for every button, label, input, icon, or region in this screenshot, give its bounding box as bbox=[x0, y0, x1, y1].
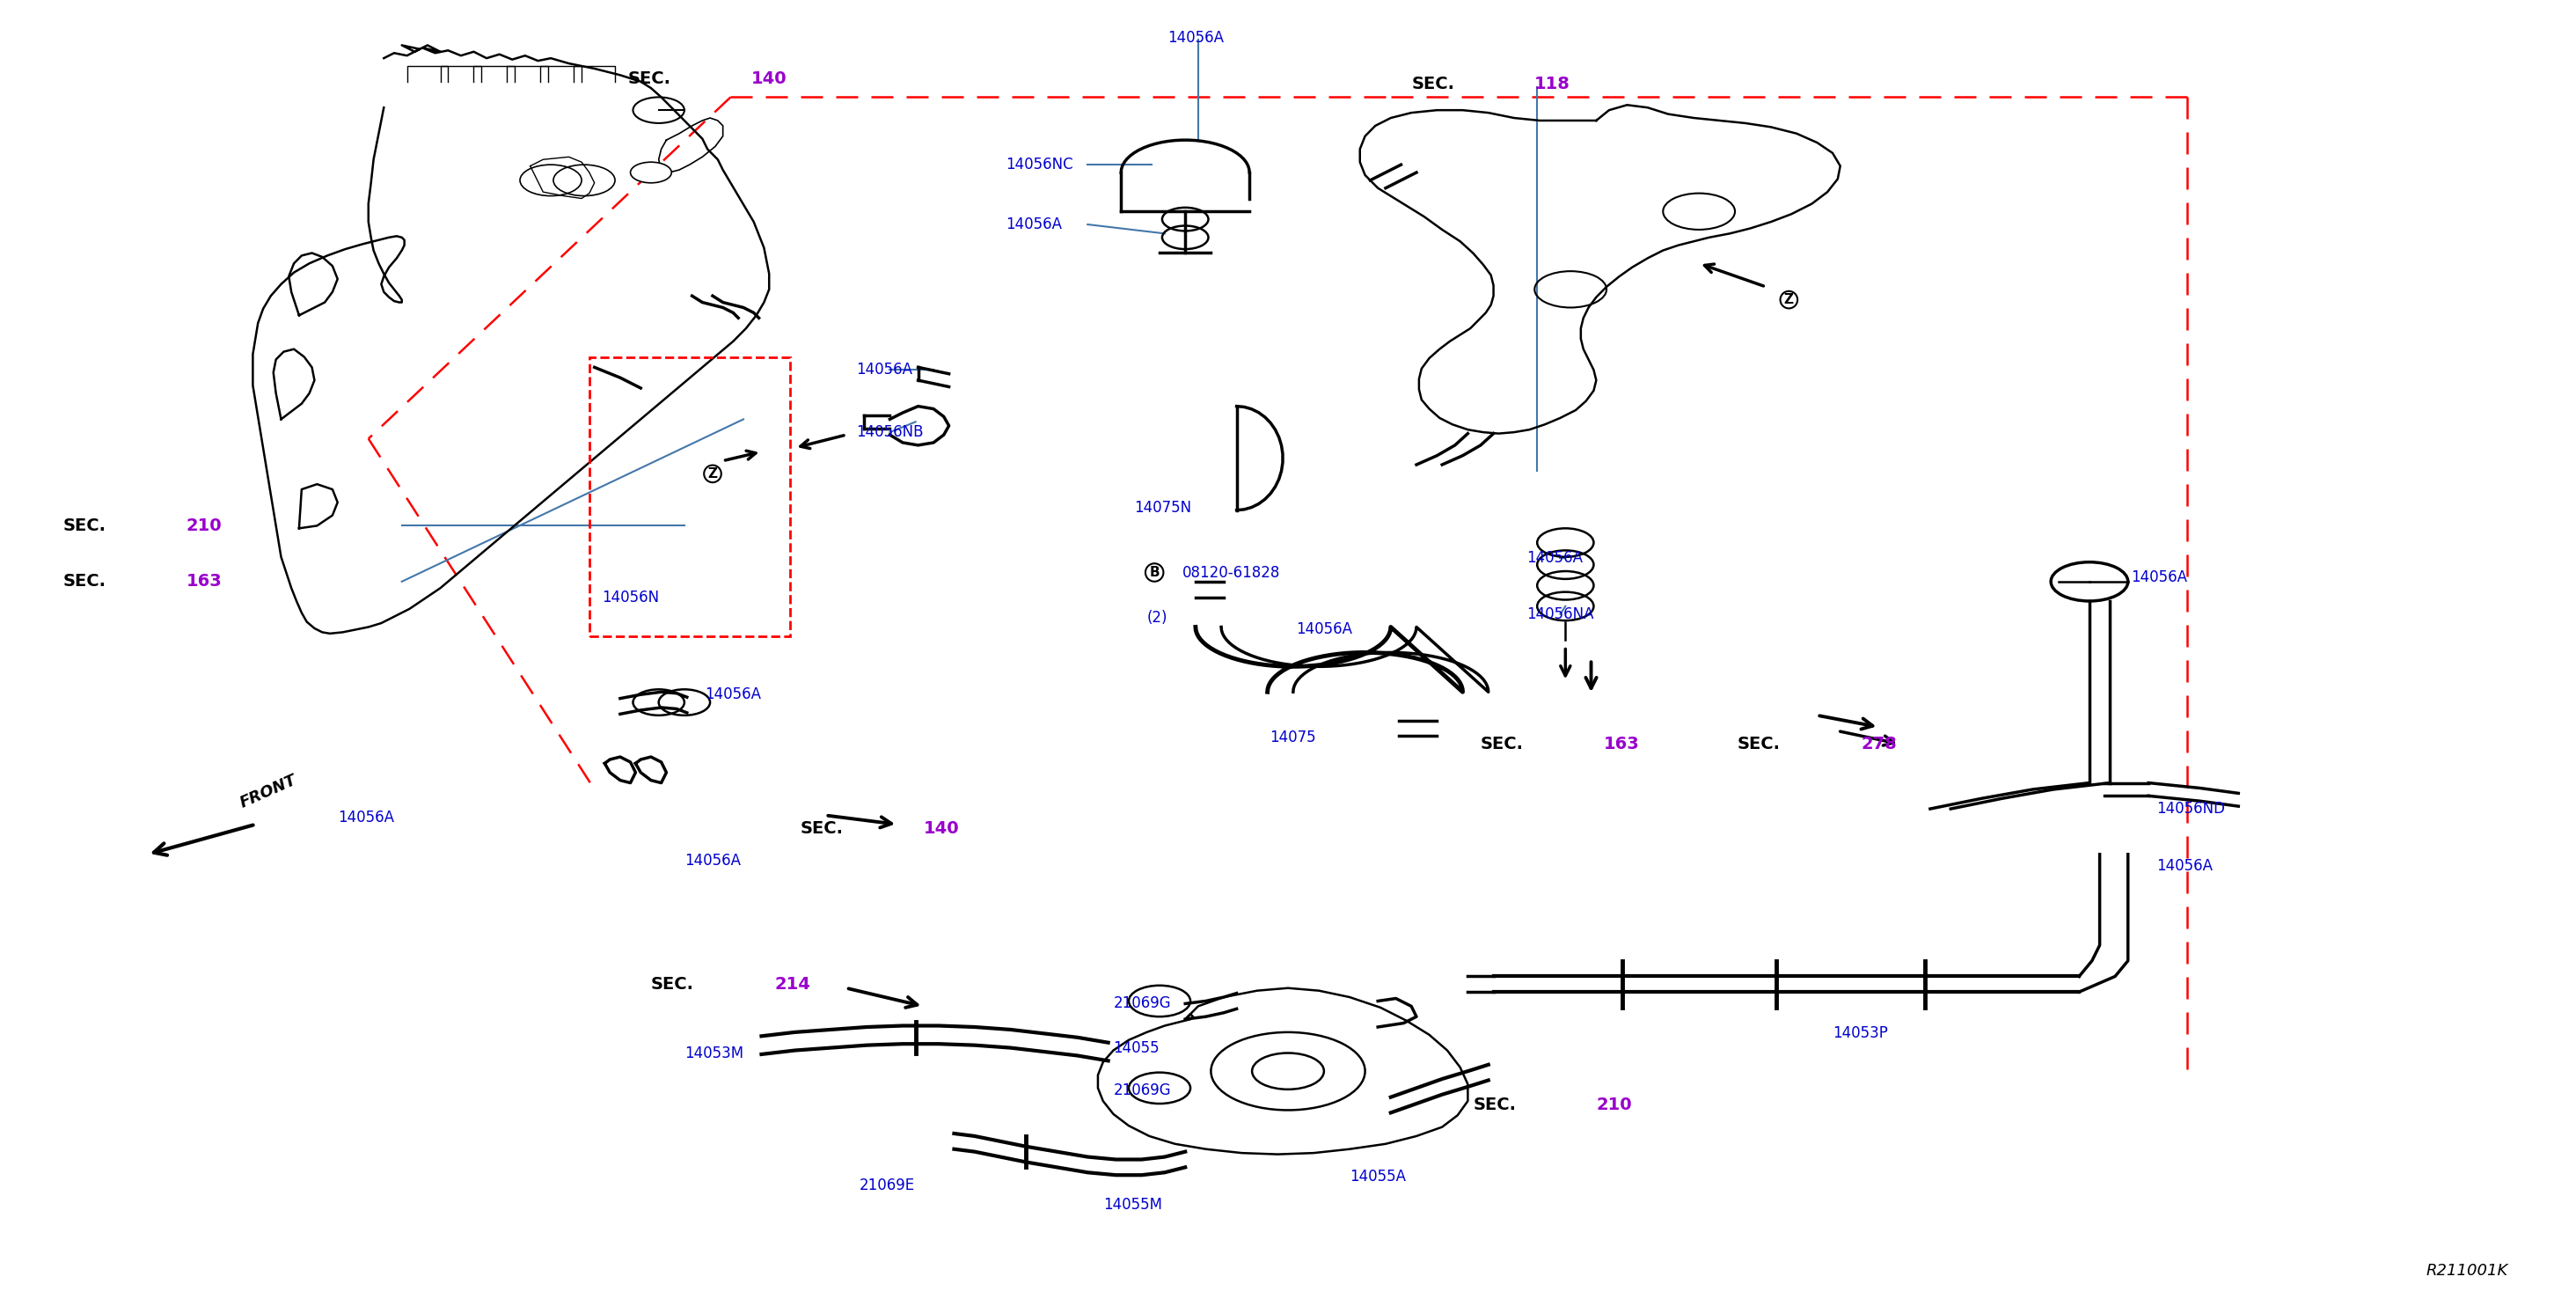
Text: SEC.: SEC. bbox=[652, 976, 693, 993]
Text: 14056A: 14056A bbox=[685, 853, 742, 868]
Text: 14075N: 14075N bbox=[1133, 500, 1190, 516]
Text: SEC.: SEC. bbox=[1412, 76, 1455, 93]
Text: 14056A: 14056A bbox=[1005, 217, 1061, 232]
Text: 14055A: 14055A bbox=[1350, 1169, 1406, 1185]
Text: R211001K: R211001K bbox=[2427, 1263, 2509, 1279]
Text: 278: 278 bbox=[1860, 735, 1896, 752]
Text: Z: Z bbox=[708, 468, 719, 481]
Text: 163: 163 bbox=[185, 573, 222, 590]
Text: 14053M: 14053M bbox=[685, 1045, 744, 1060]
Text: 14056N: 14056N bbox=[603, 589, 659, 605]
Text: SEC.: SEC. bbox=[1473, 1097, 1517, 1113]
Text: 210: 210 bbox=[185, 517, 222, 534]
Text: 21069G: 21069G bbox=[1113, 1083, 1172, 1098]
Text: SEC.: SEC. bbox=[1481, 735, 1525, 752]
Bar bbox=[590, 357, 791, 636]
Text: 14056A: 14056A bbox=[706, 687, 762, 703]
Text: 14056A: 14056A bbox=[1528, 550, 1584, 565]
Text: (2): (2) bbox=[1146, 610, 1167, 626]
Text: 14056A: 14056A bbox=[337, 810, 394, 825]
Text: 14053P: 14053P bbox=[1832, 1025, 1888, 1041]
Text: 210: 210 bbox=[1597, 1097, 1633, 1113]
Text: SEC.: SEC. bbox=[629, 71, 670, 88]
Text: 08120-61828: 08120-61828 bbox=[1182, 564, 1280, 580]
Text: 14075: 14075 bbox=[1270, 730, 1316, 746]
Text: 14055: 14055 bbox=[1113, 1040, 1159, 1055]
Text: 14056NA: 14056NA bbox=[1528, 606, 1595, 622]
Text: 14056A: 14056A bbox=[2156, 858, 2213, 874]
Text: 214: 214 bbox=[775, 976, 811, 993]
Text: Z: Z bbox=[1785, 293, 1793, 307]
Text: 14056NB: 14056NB bbox=[855, 424, 925, 440]
Text: 140: 140 bbox=[752, 71, 786, 88]
Text: SEC.: SEC. bbox=[62, 517, 106, 534]
Text: 163: 163 bbox=[1605, 735, 1641, 752]
Text: 21069E: 21069E bbox=[858, 1178, 914, 1194]
Circle shape bbox=[631, 162, 672, 183]
Text: B: B bbox=[1149, 565, 1159, 579]
Text: SEC.: SEC. bbox=[1739, 735, 1780, 752]
Text: 14056NC: 14056NC bbox=[1005, 157, 1072, 172]
Text: 14055M: 14055M bbox=[1103, 1198, 1162, 1213]
Text: 14056A: 14056A bbox=[2130, 569, 2187, 585]
Text: 14056A: 14056A bbox=[1296, 622, 1352, 637]
Text: 21069G: 21069G bbox=[1113, 995, 1172, 1012]
Text: SEC.: SEC. bbox=[801, 820, 842, 837]
Text: 14056A: 14056A bbox=[1167, 30, 1224, 46]
Text: SEC.: SEC. bbox=[62, 573, 106, 590]
Text: 118: 118 bbox=[1535, 76, 1571, 93]
Text: 140: 140 bbox=[922, 820, 958, 837]
Text: FRONT: FRONT bbox=[237, 772, 299, 811]
Text: 14056ND: 14056ND bbox=[2156, 801, 2226, 816]
Text: 14056A: 14056A bbox=[855, 362, 912, 377]
